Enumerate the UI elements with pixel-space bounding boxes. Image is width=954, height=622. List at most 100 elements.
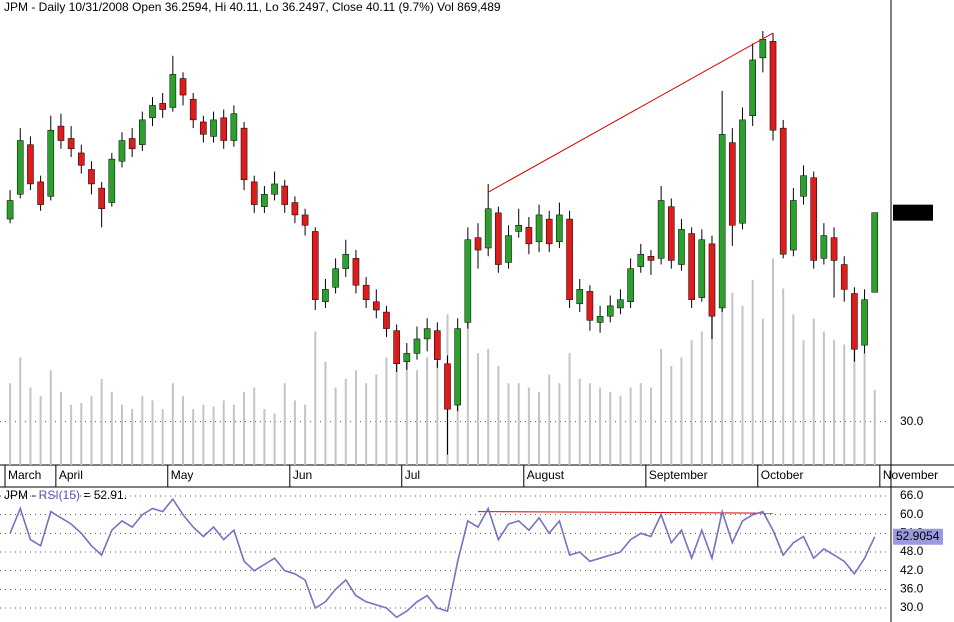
candle-body bbox=[830, 237, 838, 261]
candle-body bbox=[179, 78, 187, 96]
volume-bar bbox=[80, 403, 83, 465]
candle-body bbox=[240, 127, 248, 181]
volume-bar bbox=[731, 292, 734, 465]
chart-title: JPM - Daily 10/31/2008 Open 36.2594, Hi … bbox=[4, 0, 501, 14]
volume-bar bbox=[273, 413, 276, 465]
candle-body bbox=[871, 212, 879, 293]
candle-body bbox=[342, 253, 350, 269]
candle-body bbox=[617, 299, 624, 309]
candle-body bbox=[118, 140, 126, 162]
y-tick-label: 42.0 bbox=[900, 563, 924, 577]
volume-bar bbox=[670, 365, 673, 465]
candle-body bbox=[301, 214, 309, 226]
candle-body bbox=[718, 134, 726, 309]
volume-bar bbox=[517, 383, 520, 465]
x-tick-label: November bbox=[883, 468, 938, 482]
y-tick-label: 36.0 bbox=[900, 582, 924, 596]
candle-body bbox=[88, 169, 95, 185]
candle-body bbox=[413, 338, 421, 354]
candle-body bbox=[637, 253, 645, 267]
candle-body bbox=[474, 237, 482, 251]
candle-body bbox=[108, 158, 116, 203]
volume-bar bbox=[39, 396, 42, 465]
candle-body bbox=[149, 105, 156, 119]
volume-bar bbox=[426, 357, 429, 465]
volume-bar bbox=[578, 378, 581, 465]
candle-body bbox=[484, 208, 492, 249]
volume-bar bbox=[49, 370, 52, 465]
volume-bar bbox=[466, 297, 469, 465]
volume-bar bbox=[304, 404, 307, 465]
volume-bar bbox=[660, 348, 663, 465]
volume-bar bbox=[487, 348, 490, 465]
volume-bar bbox=[792, 314, 795, 465]
rsi-title-part: = 52.91. bbox=[80, 488, 127, 502]
candle-body bbox=[444, 363, 451, 410]
y-tick-label: 66.0 bbox=[900, 488, 924, 502]
y-tick-label: 60.0 bbox=[900, 507, 924, 521]
candle-body bbox=[688, 233, 695, 300]
candle-body bbox=[393, 330, 400, 364]
volume-bar bbox=[588, 383, 591, 465]
candle-body bbox=[647, 256, 655, 261]
volume-bar bbox=[690, 340, 693, 465]
candle-body bbox=[281, 185, 289, 205]
volume-bar bbox=[141, 396, 144, 465]
candle-body bbox=[27, 144, 34, 185]
x-tick-label: March bbox=[8, 468, 41, 482]
candle-body bbox=[98, 187, 105, 209]
candle-body bbox=[322, 289, 329, 302]
volume-bar bbox=[538, 391, 541, 465]
volume-bar bbox=[873, 390, 876, 465]
candle-body bbox=[261, 194, 268, 207]
volume-bar bbox=[70, 404, 73, 465]
volume-bar bbox=[609, 391, 612, 465]
volume-bar bbox=[639, 383, 642, 465]
candle-body bbox=[769, 41, 777, 131]
candle-body bbox=[200, 121, 207, 135]
volume-bar bbox=[385, 357, 388, 465]
candle-body bbox=[16, 140, 24, 195]
candle-body bbox=[37, 181, 44, 205]
volume-bar bbox=[263, 409, 266, 465]
volume-bar bbox=[395, 331, 398, 465]
volume-bar bbox=[19, 357, 22, 465]
volume-bar bbox=[324, 361, 327, 465]
candle-body bbox=[383, 311, 390, 329]
candle-body bbox=[810, 177, 818, 261]
volume-bar bbox=[619, 396, 622, 465]
candle-body bbox=[139, 119, 146, 145]
candle-body bbox=[6, 200, 14, 220]
trendline bbox=[487, 32, 774, 193]
candle-body bbox=[657, 200, 665, 259]
volume-bar bbox=[90, 396, 93, 465]
volume-bar bbox=[182, 396, 185, 465]
candle-body bbox=[128, 138, 136, 150]
volume-bar bbox=[802, 340, 805, 465]
y-tick-label: 30.0 bbox=[900, 600, 924, 614]
candle-body bbox=[708, 243, 716, 317]
candle-body bbox=[779, 127, 787, 255]
volume-bar bbox=[232, 404, 235, 465]
trendline bbox=[478, 511, 774, 514]
volume-bar bbox=[344, 378, 347, 465]
candle-body bbox=[454, 328, 461, 406]
volume-bar bbox=[558, 383, 561, 465]
volume-bar bbox=[314, 331, 317, 465]
volume-bar bbox=[110, 391, 113, 465]
candle-body bbox=[576, 289, 584, 305]
candle-body bbox=[627, 268, 634, 302]
volume-bar bbox=[202, 404, 205, 465]
volume-bar bbox=[568, 353, 571, 465]
rsi-value-label: 52.9054 bbox=[896, 529, 940, 543]
last-price-box bbox=[893, 204, 933, 221]
volume-bar bbox=[649, 387, 652, 465]
volume-bar bbox=[9, 383, 12, 465]
candle-body bbox=[403, 353, 411, 362]
volume-bar bbox=[527, 387, 530, 465]
candle-body bbox=[566, 218, 573, 300]
volume-bar bbox=[772, 258, 775, 465]
x-tick-label: Jul bbox=[405, 468, 420, 482]
